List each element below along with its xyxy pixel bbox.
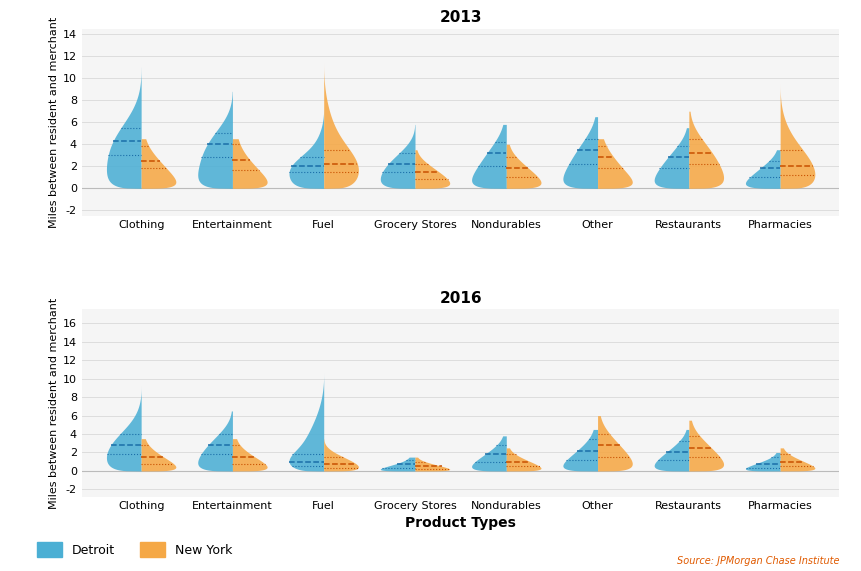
Y-axis label: Miles between resident and merchant: Miles between resident and merchant — [48, 297, 59, 509]
X-axis label: Product Types: Product Types — [406, 517, 516, 530]
Title: 2013: 2013 — [439, 10, 482, 25]
Y-axis label: Miles between resident and merchant: Miles between resident and merchant — [48, 17, 59, 228]
Text: Source: JPMorgan Chase Institute: Source: JPMorgan Chase Institute — [677, 556, 839, 566]
Title: 2016: 2016 — [439, 291, 482, 305]
Legend: Detroit, New York: Detroit, New York — [32, 537, 238, 562]
